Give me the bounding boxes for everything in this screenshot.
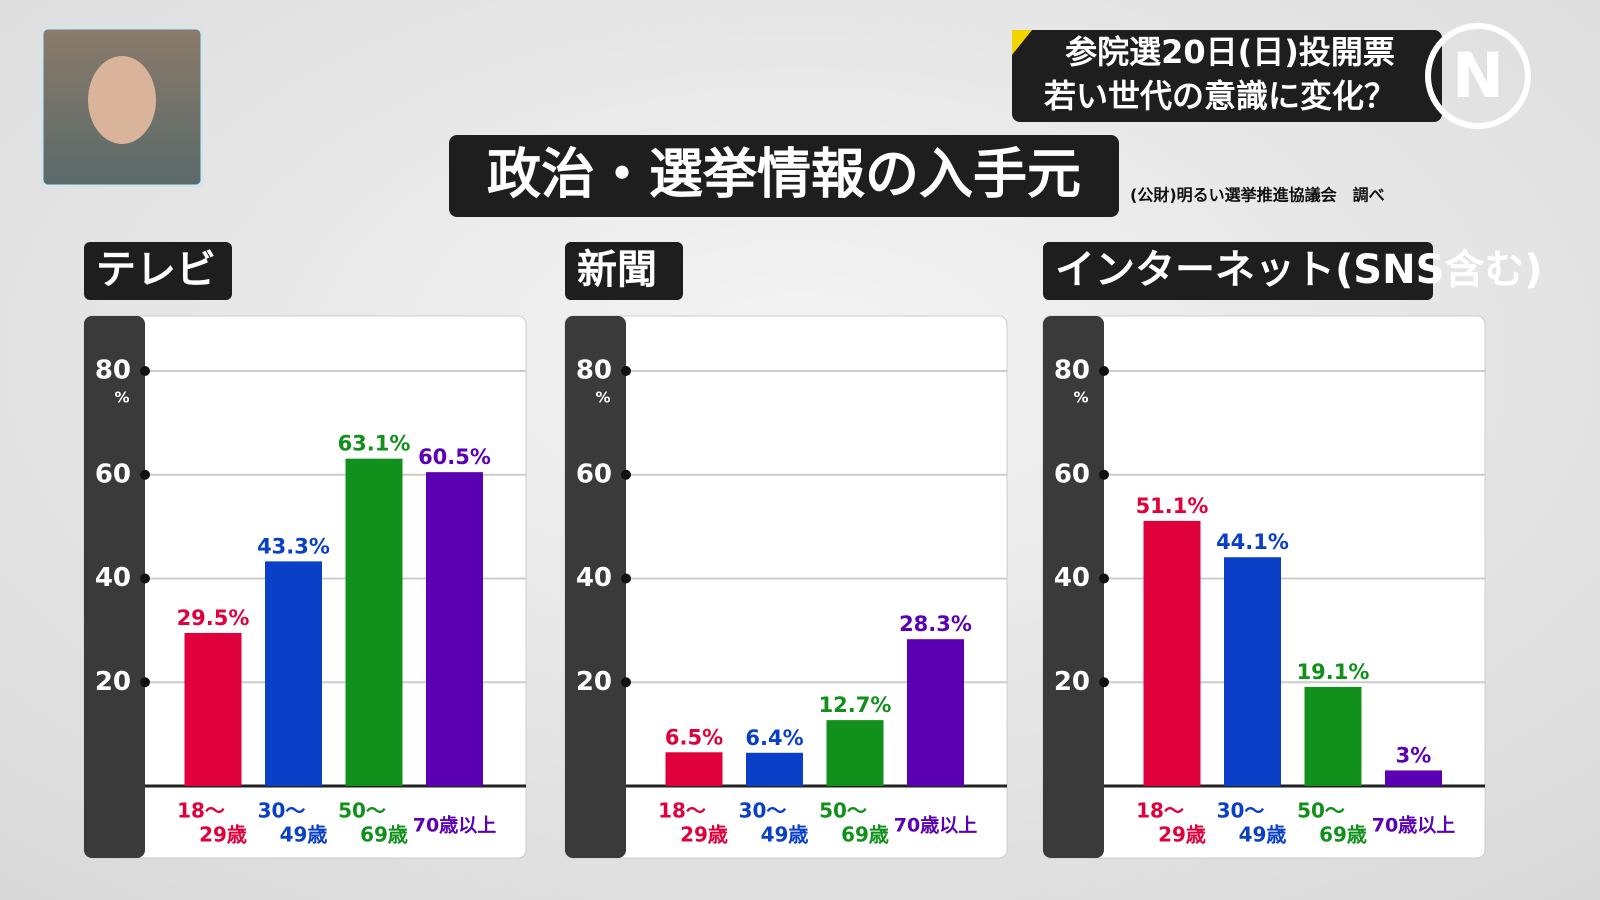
x-tick-label: 69歳	[841, 823, 889, 847]
value-label: 12.7%	[819, 693, 892, 717]
logo-letter: N	[1452, 39, 1504, 112]
x-tick-label: 70歳以上	[413, 815, 496, 837]
y-tick-label: 80	[576, 356, 612, 386]
bar	[665, 752, 723, 786]
title-box	[84, 242, 232, 300]
title-box	[449, 135, 1119, 217]
x-tick-label: 50〜	[1297, 799, 1345, 823]
y-tick-label: 20	[95, 667, 131, 697]
tick-dot	[1099, 677, 1109, 688]
tick-dot	[1099, 573, 1109, 584]
headline-1: 参院選20日(日)投開票	[1065, 33, 1395, 71]
x-tick-label: 30〜	[258, 799, 306, 823]
chart-title: テレビ	[96, 247, 216, 293]
tick-dot	[140, 366, 150, 376]
title-box	[565, 242, 683, 300]
x-tick-label: 18〜	[658, 799, 706, 823]
bar	[184, 632, 242, 786]
x-tick-label: 50〜	[338, 799, 386, 823]
value-label: 6.5%	[665, 725, 723, 749]
x-tick-label: 18〜	[1136, 799, 1184, 823]
y-tick-label: 40	[576, 563, 612, 593]
bar	[265, 561, 322, 786]
x-tick-label: 49歳	[1239, 823, 1287, 847]
bar	[907, 639, 964, 786]
y-unit: %	[114, 389, 129, 407]
bar	[1143, 520, 1201, 786]
headline-2: 若い世代の意識に変化？	[1044, 77, 1396, 115]
bar	[1304, 686, 1362, 786]
x-tick-label: 30〜	[1217, 799, 1265, 823]
axis-strip	[565, 316, 626, 858]
y-tick-label: 60	[576, 459, 612, 489]
x-tick-label: 70歳以上	[1372, 815, 1455, 837]
x-tick-label: 69歳	[1319, 823, 1367, 847]
x-tick-label: 29歳	[680, 823, 728, 847]
tick-dot	[621, 573, 631, 584]
y-unit: %	[1073, 389, 1088, 407]
value-label: 43.3%	[257, 534, 330, 558]
bar	[1385, 770, 1442, 786]
y-tick-label: 80	[1054, 356, 1090, 386]
y-tick-label: 80	[95, 356, 131, 386]
bar	[426, 472, 483, 786]
bar	[826, 720, 884, 786]
x-tick-label: 18〜	[177, 799, 225, 823]
y-unit: %	[595, 389, 610, 407]
tick-dot	[140, 469, 150, 480]
value-label: 60.5%	[418, 445, 491, 469]
y-tick-label: 60	[95, 459, 131, 489]
value-label: 51.1%	[1136, 494, 1209, 518]
bar	[746, 752, 803, 786]
x-tick-label: 50〜	[819, 799, 867, 823]
value-label: 28.3%	[899, 612, 972, 636]
logo	[1425, 23, 1531, 129]
anchor-face	[88, 56, 156, 144]
headline-accent	[1012, 30, 1032, 55]
axis-strip	[84, 316, 145, 858]
tick-dot	[621, 469, 631, 480]
axis-strip	[1043, 316, 1104, 858]
value-label: 3%	[1396, 743, 1432, 767]
y-tick-label: 40	[1054, 563, 1090, 593]
value-label: 63.1%	[338, 432, 411, 456]
chart-title: 新聞	[577, 247, 657, 293]
headline-box	[1012, 30, 1442, 122]
tick-dot	[1099, 469, 1109, 480]
x-tick-label: 29歳	[199, 823, 247, 847]
value-label: 19.1%	[1297, 660, 1370, 684]
tick-dot	[621, 677, 631, 688]
title-box	[1043, 242, 1433, 300]
y-tick-label: 20	[576, 667, 612, 697]
x-tick-label: 30〜	[739, 799, 787, 823]
y-tick-label: 60	[1054, 459, 1090, 489]
value-label: 29.5%	[177, 606, 250, 630]
x-tick-label: 29歳	[1158, 823, 1206, 847]
tick-dot	[140, 677, 150, 688]
x-tick-label: 49歳	[761, 823, 809, 847]
tick-dot	[621, 366, 631, 376]
bar	[345, 458, 403, 786]
y-tick-label: 20	[1054, 667, 1090, 697]
bar	[1224, 557, 1281, 786]
source: (公財)明るい選挙推進協議会 調べ	[1130, 186, 1385, 205]
value-label: 6.4%	[745, 726, 803, 750]
x-tick-label: 69歳	[360, 823, 408, 847]
chart-title: インターネット(SNS含む)	[1055, 247, 1543, 293]
tick-dot	[140, 573, 150, 584]
value-label: 44.1%	[1216, 530, 1289, 554]
y-tick-label: 40	[95, 563, 131, 593]
x-tick-label: 70歳以上	[894, 815, 977, 837]
tick-dot	[1099, 366, 1109, 376]
main-title: 政治・選挙情報の入手元	[487, 143, 1081, 206]
x-tick-label: 49歳	[280, 823, 328, 847]
